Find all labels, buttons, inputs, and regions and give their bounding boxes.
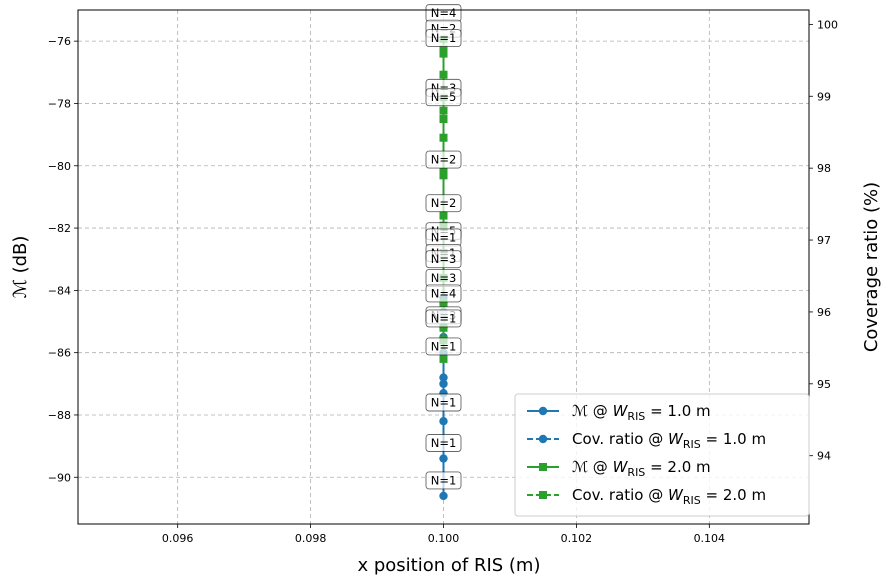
legend-label: ℳ @ WRIS = 2.0 m (572, 458, 711, 479)
legend-label: ℳ @ WRIS = 1.0 m (572, 402, 711, 423)
annotation-box (425, 337, 462, 356)
legend-label: Cov. ratio @ WRIS = 1.0 m (572, 430, 766, 451)
annotation-label: N=1 (425, 228, 462, 247)
legend-swatch-marker (539, 491, 547, 499)
data-point (439, 171, 448, 180)
annotation-box (425, 434, 462, 452)
legend-entry: Cov. ratio @ WRIS = 2.0 m (527, 486, 766, 507)
annotation-text: N=1 (431, 31, 457, 45)
annotation-label: N=3 (425, 250, 462, 269)
data-point (439, 70, 448, 79)
annotation-label: N=1 (425, 309, 462, 328)
legend-swatch-marker (539, 463, 547, 471)
y-right-tick-label: 99 (817, 90, 831, 103)
y-axis-left-label: ℳ (dB) (10, 236, 31, 299)
data-point (439, 417, 448, 426)
annotation-text: N=1 (431, 311, 457, 325)
x-axis-label: x position of RIS (m) (357, 555, 540, 576)
annotation-label: N=1 (425, 471, 462, 490)
y-right-tick-label: 95 (817, 378, 831, 391)
legend-entry: Cov. ratio @ WRIS = 1.0 m (527, 430, 766, 451)
y-left-tick-label: −84 (48, 284, 71, 297)
x-tick-label: 0.096 (162, 532, 194, 545)
annotation-label: N=1 (425, 434, 462, 452)
annotation-text: N=1 (431, 230, 457, 244)
annotation-box (425, 393, 462, 412)
annotation-label: N=1 (425, 337, 462, 356)
x-tick-label: 0.098 (295, 532, 327, 545)
annotation-text: N=1 (431, 436, 457, 450)
y-axis-left: −76 −78 −80 −82 −84 −86 −88 −90 (48, 35, 78, 484)
annotation-text: N=4 (431, 6, 457, 20)
x-tick-label: 0.104 (694, 532, 726, 545)
annotation-label: N=1 (425, 29, 462, 47)
annotation-label: N=4 (425, 4, 462, 23)
annotation-text: N=2 (431, 153, 457, 167)
y-left-tick-label: −90 (48, 471, 71, 484)
annotation-label: N=2 (425, 150, 462, 169)
data-point (439, 491, 448, 501)
annotation-box (425, 250, 462, 269)
y-left-tick-label: −80 (48, 160, 71, 173)
annotation-label: N=1 (425, 393, 462, 412)
annotation-text: N=1 (431, 473, 457, 487)
legend-label: Cov. ratio @ WRIS = 2.0 m (572, 486, 766, 507)
legend-entry: ℳ @ WRIS = 1.0 m (527, 402, 711, 423)
annotation-text: N=3 (431, 271, 457, 285)
x-tick-label: 0.102 (561, 532, 593, 545)
annotation-layer: N=4N=2N=1N=3N=5N=2N=2N=5N=1N=1N=3N=3N=4N… (425, 4, 462, 490)
annotation-text: N=2 (431, 196, 457, 210)
y-right-tick-label: 94 (817, 450, 831, 463)
annotation-box (425, 284, 462, 303)
data-point (439, 323, 448, 332)
x-tick-label: 0.100 (428, 532, 460, 545)
y-axis-right-label: Coverage ratio (%) (861, 182, 882, 352)
data-point (439, 115, 448, 124)
data-point (439, 106, 448, 115)
y-axis-right: 100 99 98 97 96 95 94 (809, 18, 838, 463)
data-point (439, 298, 448, 307)
data-point (439, 373, 448, 382)
annotation-text: N=3 (431, 252, 457, 266)
y-right-tick-label: 98 (817, 162, 831, 175)
annotation-box (425, 309, 462, 328)
legend-entry: ℳ @ WRIS = 2.0 m (527, 458, 711, 479)
annotation-label: N=5 (425, 88, 462, 107)
annotation-text: N=1 (431, 339, 457, 353)
data-point (439, 45, 448, 54)
annotation-box (425, 88, 462, 107)
annotation-box (425, 150, 462, 169)
legend-box (514, 393, 810, 517)
legend-swatch-marker (538, 434, 548, 444)
annotation-label: N=3 (425, 268, 462, 287)
data-point (439, 133, 448, 142)
y-right-tick-label: 100 (817, 18, 838, 31)
data-point (439, 354, 448, 363)
annotation-box (425, 29, 462, 47)
y-right-tick-label: 96 (817, 306, 831, 319)
annotation-label: N=4 (425, 284, 462, 303)
data-point (439, 379, 448, 389)
annotation-box (425, 194, 462, 213)
annotation-box (425, 471, 462, 490)
y-left-tick-label: −78 (48, 97, 71, 110)
legend: ℳ @ WRIS = 1.0 m Cov. ratio @ WRIS = 1.0 … (514, 393, 810, 517)
y-right-tick-label: 97 (817, 234, 831, 247)
x-axis: 0.096 0.098 0.100 0.102 0.104 (162, 524, 725, 545)
annotation-text: N=4 (431, 286, 457, 300)
y-left-tick-label: −76 (48, 35, 71, 48)
y-left-tick-label: −82 (48, 222, 71, 235)
annotation-text: N=5 (431, 90, 457, 104)
y-left-tick-label: −86 (48, 347, 71, 360)
annotation-label: N=2 (425, 194, 462, 213)
data-point (439, 454, 448, 463)
legend-swatch-marker (538, 406, 548, 416)
y-left-tick-label: −88 (48, 409, 71, 422)
annotation-text: N=1 (431, 396, 457, 410)
